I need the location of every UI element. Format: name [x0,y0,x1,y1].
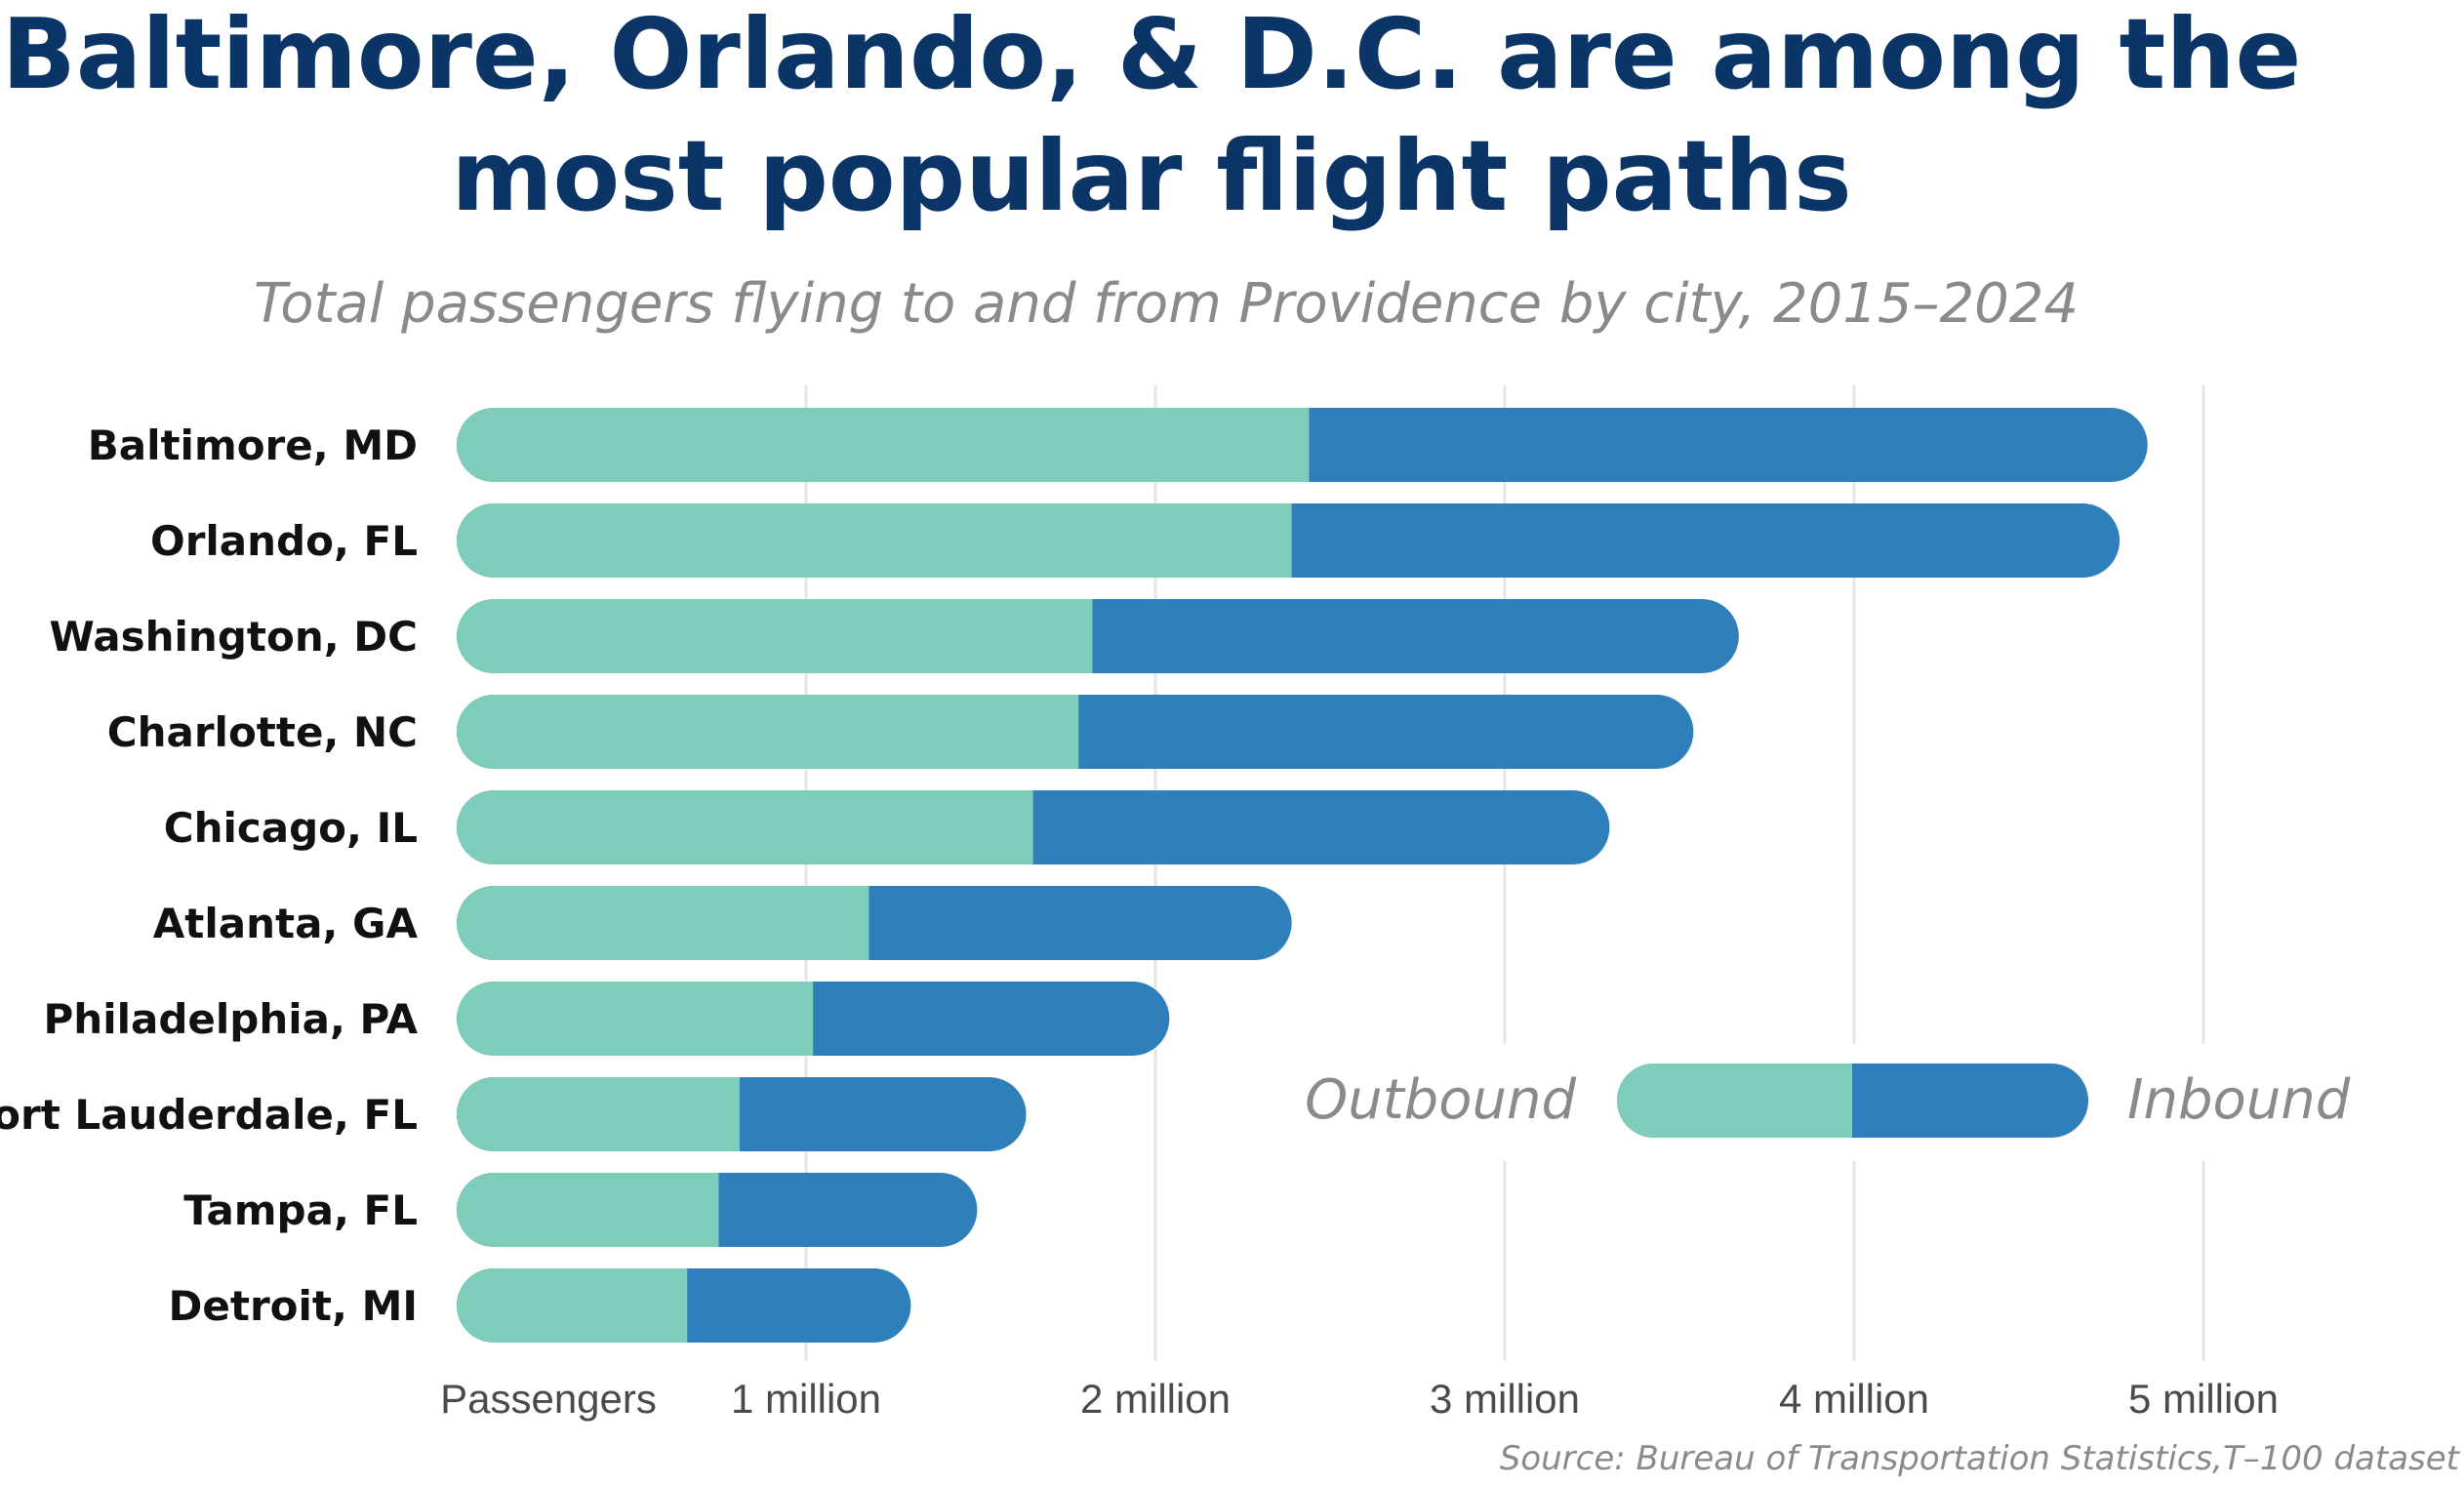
x-axis-label: Passengers [440,1376,657,1422]
legend-label-outbound: Outbound [1305,1068,1576,1132]
bar-outbound [457,1173,719,1247]
x-tick-label: 2 million [1080,1376,1231,1422]
category-label: Charlotte, NC [107,708,418,756]
x-tick-label: 1 million [731,1376,881,1422]
bars [457,408,2148,1343]
chart-title-line-1: Baltimore, Orlando, & D.C. are among the [2,0,2302,111]
category-label: Fort Lauderdale, FL [0,1091,418,1139]
source-note: Source: Bureau of Transportation Statist… [1500,1439,2461,1478]
category-label: Chicago, IL [164,804,418,852]
bar-outbound [457,886,869,960]
x-tick-label: 3 million [1430,1376,1580,1422]
bar-outbound [457,790,1033,864]
chart-title-line-2: most popular flight paths [451,119,1851,233]
legend-swatch-outbound [1617,1064,1852,1138]
x-tick-label: 5 million [2128,1376,2279,1422]
bar-outbound [457,599,1093,673]
bar-outbound [457,1268,688,1343]
category-label: Atlanta, GA [153,900,419,947]
category-label: Orlando, FL [150,517,418,565]
bar-outbound [457,1077,740,1151]
category-label: Tampa, FL [183,1186,418,1234]
category-labels: Baltimore, MD Orlando, FL Washington, DC Ch… [0,422,418,1330]
chart-subtitle: Total passengers flying to and from Prov… [254,272,2079,336]
x-tick-label: 4 million [1779,1376,1929,1422]
category-label: Baltimore, MD [88,422,418,469]
legend-label-inbound: Inbound [2127,1068,2351,1132]
bar-outbound [457,982,814,1056]
bar-outbound [457,408,1310,482]
category-label: Washington, DC [49,613,418,661]
bar-outbound [457,503,1292,578]
x-axis: Passengers 1 million 2 million 3 million 4 … [440,1376,2279,1422]
legend: Outbound Inbound [1288,1044,2440,1161]
bar-outbound [457,695,1079,769]
category-label: Detroit, MI [169,1282,418,1330]
category-label: Philadelphia, PA [44,995,419,1043]
